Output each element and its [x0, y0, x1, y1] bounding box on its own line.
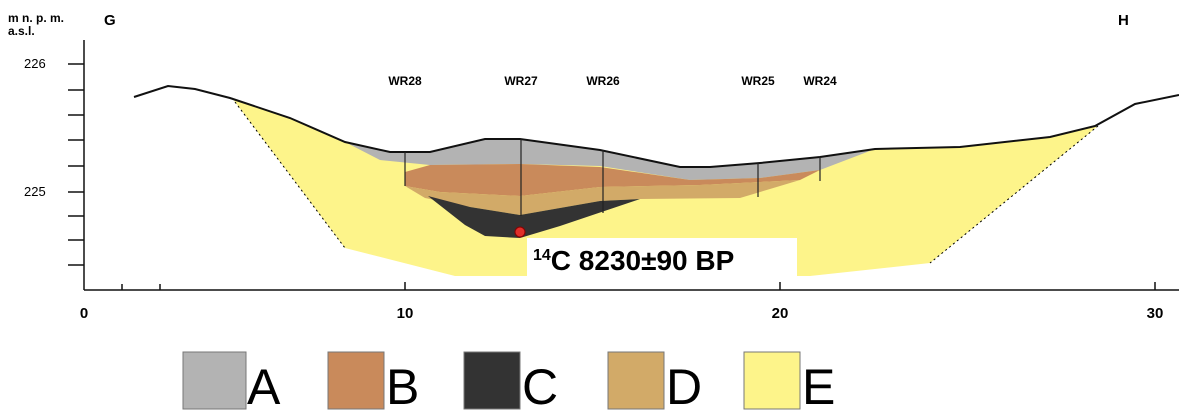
- legend-label: C: [522, 359, 558, 412]
- borehole-label: WR28: [388, 74, 422, 88]
- legend-label: D: [666, 359, 702, 412]
- legend-swatch: [183, 352, 246, 409]
- axis-label: a.s.l.: [8, 24, 35, 38]
- borehole-label: WR27: [504, 74, 538, 88]
- sample-point: [515, 227, 525, 237]
- cross-section: m n. p. m. a.s.l. 226 225 0 10 20 30 G H…: [0, 0, 1179, 412]
- borehole-label: WR26: [586, 74, 620, 88]
- x-tick-label: 0: [80, 305, 88, 322]
- legend-label: A: [247, 359, 281, 412]
- y-tick-label: 226: [24, 56, 46, 71]
- axis-label: m n. p. m.: [8, 11, 64, 25]
- borehole-label: WR24: [803, 74, 837, 88]
- annotation: 14C 8230±90 BP: [533, 245, 734, 276]
- legend-swatch: [608, 352, 664, 409]
- y-tick-label: 225: [24, 184, 46, 199]
- legend-swatch: [464, 352, 520, 409]
- legend-swatch: [328, 352, 384, 409]
- annotation-text: C 8230±90 BP: [551, 245, 734, 276]
- x-tick-label: 10: [397, 305, 414, 322]
- x-tick-label: 20: [772, 305, 789, 322]
- borehole-label: WR25: [741, 74, 775, 88]
- section-end: H: [1118, 12, 1129, 29]
- section-start: G: [104, 12, 116, 29]
- legend-swatch: [744, 352, 800, 409]
- isotope: 14: [533, 247, 551, 264]
- legend-label: B: [386, 359, 419, 412]
- x-tick-label: 30: [1147, 305, 1164, 322]
- legend-label: E: [802, 359, 835, 412]
